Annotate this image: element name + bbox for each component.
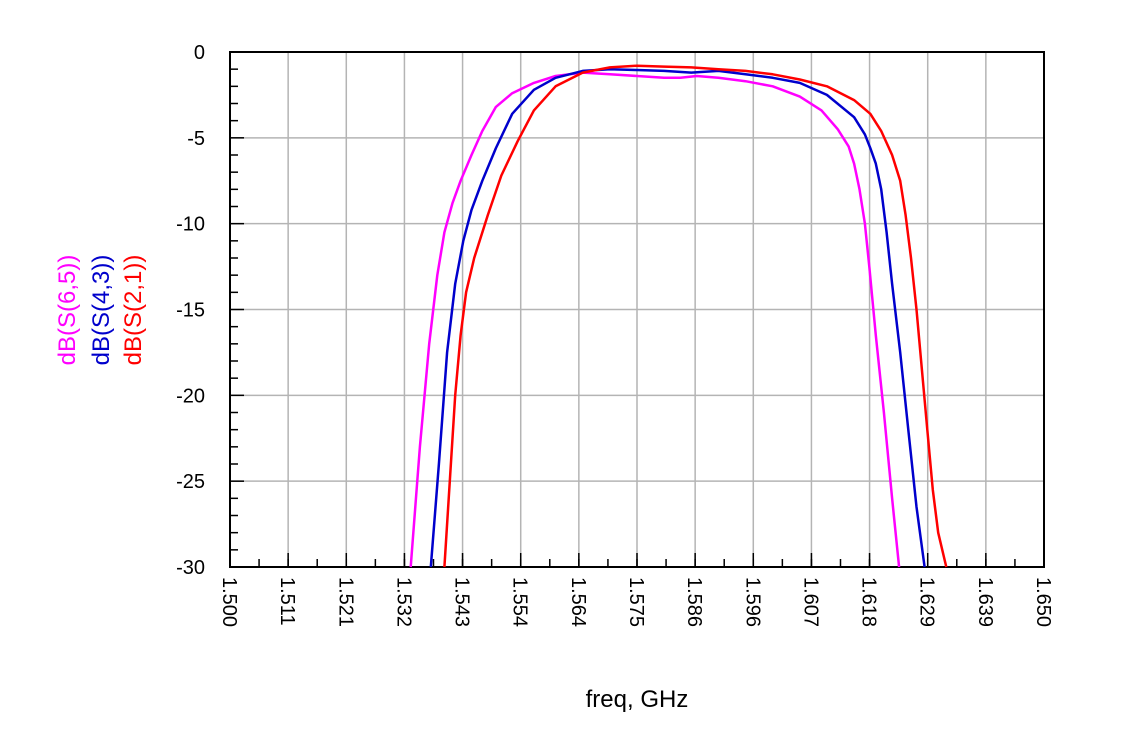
x-tick-label: 1.629 xyxy=(916,577,938,627)
x-tick-label: 1.564 xyxy=(567,577,589,627)
grid xyxy=(229,51,1045,568)
x-tick-label: 1.650 xyxy=(1032,577,1054,627)
x-tick-label: 1.618 xyxy=(858,577,880,627)
x-tick-label: 1.532 xyxy=(392,577,414,627)
x-tick-label: 1.554 xyxy=(509,577,531,627)
x-tick-labels: 1.500 1.511 1.521 1.532 1.543 1.554 1.564 1.575… xyxy=(218,577,1054,627)
x-tick-label: 1.607 xyxy=(799,577,821,627)
series-line-2 xyxy=(429,67,926,568)
legend: dB(S(6,5)) dB(S(4,3)) dB(S(2,1)) xyxy=(54,255,147,366)
y-tick-label: -25 xyxy=(176,471,205,493)
series-line-3 xyxy=(443,64,948,568)
y-tick-label: -30 xyxy=(176,557,205,579)
legend-entry-1: dB(S(6,5)) xyxy=(54,255,81,366)
y-tick-label: -20 xyxy=(176,385,205,407)
x-tick-label: 1.586 xyxy=(683,577,705,627)
x-tick-label: 1.639 xyxy=(974,577,996,627)
plot-frame xyxy=(229,51,1045,568)
y-tick-label: -5 xyxy=(187,128,205,150)
legend-entry-2: dB(S(4,3)) xyxy=(88,255,115,366)
x-tick-label: 1.596 xyxy=(741,577,763,627)
x-tick-label: 1.575 xyxy=(625,577,647,627)
x-tick-label: 1.543 xyxy=(451,577,473,627)
y-tick-label: -15 xyxy=(176,300,205,322)
legend-entry-3: dB(S(2,1)) xyxy=(120,255,147,366)
x-tick-label: 1.500 xyxy=(218,577,240,627)
y-tick-label: -10 xyxy=(176,214,205,236)
series-line-1 xyxy=(409,71,901,568)
x-axis-label: freq, GHz xyxy=(586,686,689,713)
series-layer xyxy=(409,64,948,568)
x-tick-label: 1.521 xyxy=(334,577,356,627)
y-tick-labels: 0 -5 -10 -15 -20 -25 -30 xyxy=(176,42,205,579)
y-tick-label: 0 xyxy=(194,42,205,64)
x-tick-label: 1.511 xyxy=(276,577,298,626)
